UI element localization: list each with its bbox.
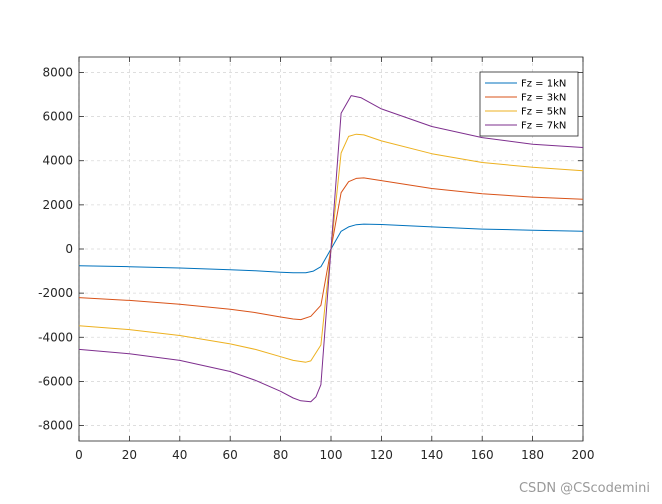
y-tick-label: 4000 <box>42 154 73 168</box>
legend-label: Fz = 5kN <box>521 107 566 118</box>
x-tick-label: 60 <box>223 448 238 462</box>
x-tick-label: 80 <box>273 448 288 462</box>
x-tick-label: 160 <box>471 448 494 462</box>
y-tick-label: -4000 <box>38 330 73 344</box>
series-line-1 <box>78 223 584 274</box>
x-tick-label: 120 <box>370 448 393 462</box>
x-tick-label: 20 <box>122 448 137 462</box>
series-line-2 <box>78 177 584 321</box>
y-tick-label: -2000 <box>38 286 73 300</box>
x-tick-label: 200 <box>572 448 595 462</box>
x-tick-label: 0 <box>75 448 83 462</box>
watermark: CSDN @CScodemini <box>518 481 650 496</box>
y-tick-label: 8000 <box>42 65 73 79</box>
y-tick-label: 6000 <box>42 110 73 124</box>
legend-label: Fz = 3kN <box>521 93 566 104</box>
grid-lines <box>78 57 584 441</box>
x-tick-label: 100 <box>320 448 343 462</box>
y-tick-label: 2000 <box>42 198 73 212</box>
plot-area <box>78 95 584 403</box>
legend-label: Fz = 7kN <box>521 121 566 132</box>
x-tick-label: 180 <box>521 448 544 462</box>
x-tick-label: 40 <box>172 448 187 462</box>
series-line-4 <box>78 95 584 403</box>
legend-label: Fz = 1kN <box>521 79 566 90</box>
series-line-3 <box>78 133 584 363</box>
y-tick-label: -8000 <box>38 419 73 433</box>
axes-frame <box>78 56 584 442</box>
legend: Fz = 1kN Fz = 3kN Fz = 5kN Fz = 7kN <box>479 71 579 137</box>
x-tick-label: 140 <box>420 448 443 462</box>
y-tick-label: -6000 <box>38 374 73 388</box>
y-tick-label: 0 <box>65 242 73 256</box>
tick-labels: 0 20 40 60 80 100 120 140 160 180 200 -8000 -6000 -40… <box>38 65 594 462</box>
